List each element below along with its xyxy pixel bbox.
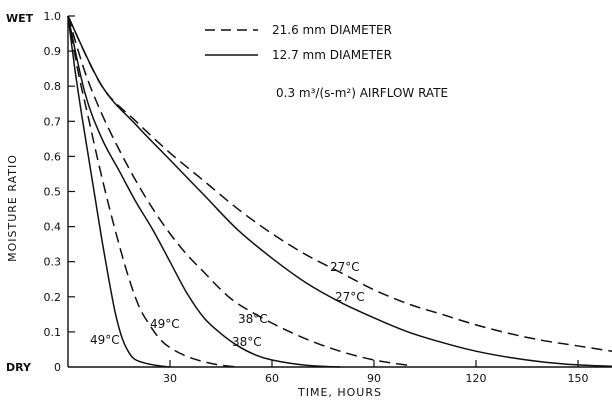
label-49c-solid: 49°C	[90, 333, 120, 347]
y-tick-label: 0.2	[44, 291, 62, 304]
x-tick-label: 90	[367, 372, 381, 385]
y-tick-label: 1.0	[44, 10, 62, 23]
series-line-216-38c	[67, 15, 409, 366]
series-line-127-27c	[67, 15, 612, 368]
x-tick-label: 60	[265, 372, 279, 385]
airflow-rate-note: 0.3 m³/(s-m²) AIRFLOW RATE	[276, 86, 448, 100]
y-tick-label: 0.7	[44, 115, 62, 128]
x-tick-label: 150	[568, 372, 589, 385]
text-labels: WET DRY MOISTURE RATIO TIME, HOURS 21.6 …	[6, 12, 448, 399]
legend-label-12-7mm: 12.7 mm DIAMETER	[272, 48, 392, 62]
y-tick-label: 0.3	[44, 256, 62, 269]
y-origin-label: 0	[54, 361, 61, 374]
legend-label-21-6mm: 21.6 mm DIAMETER	[272, 23, 392, 37]
series-line-127-38c	[67, 15, 341, 368]
data-series	[67, 15, 612, 368]
axes: 0.1 0.2 0.3 0.4 0.5 0.6 0.7 0.8 0.9 1.0 0 30 60 90 120…	[44, 10, 612, 385]
y-tick-label: 0.4	[44, 221, 62, 234]
label-49c-dashed: 49°C	[150, 317, 180, 331]
y-tick-label: 0.1	[44, 326, 62, 339]
x-tick-label: 30	[163, 372, 177, 385]
y-tick-label: 0.6	[44, 150, 62, 163]
y-tick-label: 0.9	[44, 45, 62, 58]
series-line-216-27c	[67, 15, 612, 352]
label-38c-solid: 38°C	[232, 335, 262, 349]
series-line-127-49c	[67, 15, 171, 368]
x-tick-label: 120	[466, 372, 487, 385]
y-bottom-end-label: DRY	[6, 361, 32, 374]
y-tick-label: 0.8	[44, 80, 62, 93]
y-top-end-label: WET	[6, 12, 34, 25]
x-axis-title: TIME, HOURS	[297, 386, 382, 399]
label-38c-dashed: 38°C	[238, 312, 268, 326]
label-27c-dashed: 27°C	[330, 260, 360, 274]
series-line-216-49c	[67, 15, 239, 368]
label-27c-solid: 27°C	[335, 290, 365, 304]
y-axis-title: MOISTURE RATIO	[6, 154, 19, 262]
y-tick-label: 0.5	[44, 186, 62, 199]
